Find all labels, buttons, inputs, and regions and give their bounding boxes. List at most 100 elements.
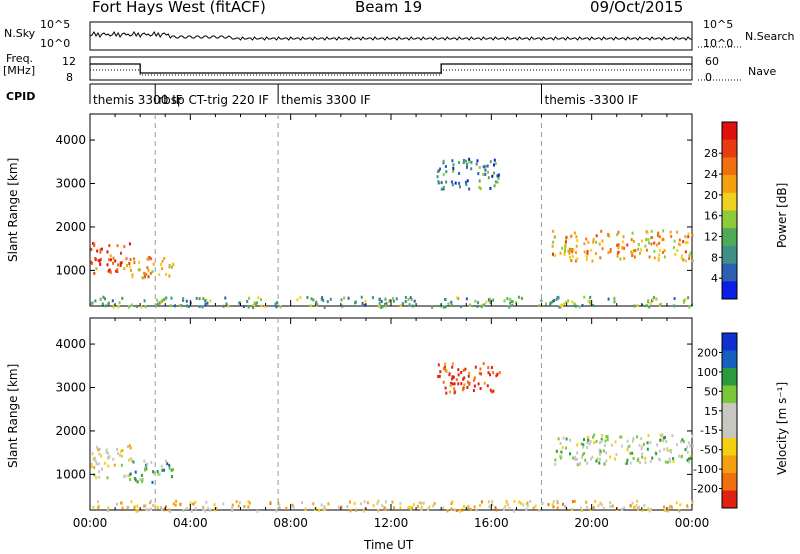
echo-cell <box>91 452 94 456</box>
echo-cell <box>248 296 251 300</box>
echo-cell <box>173 304 176 308</box>
echo-cell <box>609 250 612 253</box>
echo-cell <box>599 256 602 260</box>
echo-cell <box>450 381 453 385</box>
echo-cell <box>624 462 627 466</box>
echo-cell <box>451 375 454 379</box>
echo-cell <box>600 229 603 233</box>
echo-cell <box>689 444 692 448</box>
echo-cell <box>663 255 666 259</box>
ytick-label-1-2: 3000 <box>55 381 86 395</box>
echo-cell <box>673 239 676 243</box>
echo-cell <box>505 500 508 503</box>
ytick-label-0-0: 1000 <box>55 263 86 277</box>
echo-cell <box>649 441 652 445</box>
echo-cell <box>557 295 560 299</box>
echo-cell <box>437 375 440 378</box>
power-colorbar-label: Power [dB] <box>775 182 789 248</box>
echo-cell <box>538 508 541 512</box>
echo-cell <box>576 443 579 447</box>
echo-cell <box>578 305 581 309</box>
echo-cell <box>668 457 671 461</box>
echo-cell <box>463 376 466 380</box>
echo-cell <box>418 501 421 505</box>
echo-cell <box>163 508 166 512</box>
echo-cell <box>576 457 578 461</box>
echo-cell <box>462 377 465 381</box>
echo-cell <box>202 297 205 301</box>
echo-cell <box>488 505 491 509</box>
echo-cell <box>553 235 556 239</box>
echo-cell <box>603 462 606 466</box>
echo-cell <box>646 447 649 451</box>
echo-cell <box>472 389 475 392</box>
echo-cell <box>404 300 407 303</box>
echo-cell <box>113 463 116 467</box>
echo-cell <box>653 241 656 245</box>
echo-cell <box>392 299 395 303</box>
echo-cell <box>583 438 585 442</box>
echo-cell <box>436 175 439 179</box>
echo-cell <box>603 444 606 447</box>
echo-cell <box>647 238 650 241</box>
echo-cell <box>678 454 681 458</box>
echo-cell <box>529 499 532 503</box>
echo-cell <box>348 500 351 504</box>
echo-cell <box>479 387 482 390</box>
echo-cell <box>116 448 119 451</box>
echo-cell <box>547 503 550 507</box>
echo-cell <box>146 462 149 466</box>
echo-cell <box>587 435 590 439</box>
echo-cell <box>201 305 204 309</box>
echo-cell <box>672 246 675 250</box>
echo-cell <box>99 297 102 301</box>
echo-cell <box>132 460 135 464</box>
echo-cell <box>468 187 471 191</box>
echo-cell <box>626 448 629 452</box>
echo-cell <box>123 475 126 479</box>
echo-cell <box>442 185 445 189</box>
echo-cell <box>257 296 260 300</box>
echo-cell <box>450 507 453 511</box>
echo-cell <box>647 434 650 437</box>
echo-cell <box>381 304 384 308</box>
echo-cell <box>686 458 689 462</box>
echo-cell <box>474 299 477 303</box>
echo-cell <box>478 165 481 169</box>
echo-cell <box>669 230 672 234</box>
echo-cell <box>103 461 106 465</box>
echo-cell <box>576 463 579 467</box>
echo-cell <box>291 503 294 507</box>
echo-cell <box>565 300 568 304</box>
echo-cell <box>513 509 515 513</box>
colorbar-cell-0-1 <box>722 139 737 158</box>
echo-cell <box>466 162 469 166</box>
echo-cell <box>143 299 146 303</box>
echo-cell <box>120 501 123 505</box>
echo-cell <box>640 437 643 441</box>
echo-cell <box>109 258 112 262</box>
echo-cell <box>161 299 164 303</box>
echo-cell <box>647 507 650 511</box>
echo-cell <box>669 504 672 508</box>
echo-cell <box>486 164 489 168</box>
echo-cell <box>600 437 603 441</box>
echo-cell <box>591 506 594 510</box>
echo-cell <box>621 507 624 511</box>
echo-cell <box>98 470 100 474</box>
colorbar-tick-label-1-2: 50 <box>704 385 718 398</box>
echo-cell <box>565 240 567 244</box>
echo-cell <box>585 258 588 261</box>
echo-cell <box>645 304 648 308</box>
echo-cell <box>479 504 481 507</box>
cpid-segment-2: themis 3300 IF <box>281 93 371 107</box>
echo-cell <box>151 270 154 274</box>
echo-cell <box>185 299 188 303</box>
echo-cell <box>469 507 472 511</box>
echo-cell <box>532 506 535 510</box>
echo-cell <box>676 249 679 252</box>
echo-cell <box>602 449 605 453</box>
echo-cell <box>182 509 185 512</box>
echo-cell <box>639 251 641 255</box>
